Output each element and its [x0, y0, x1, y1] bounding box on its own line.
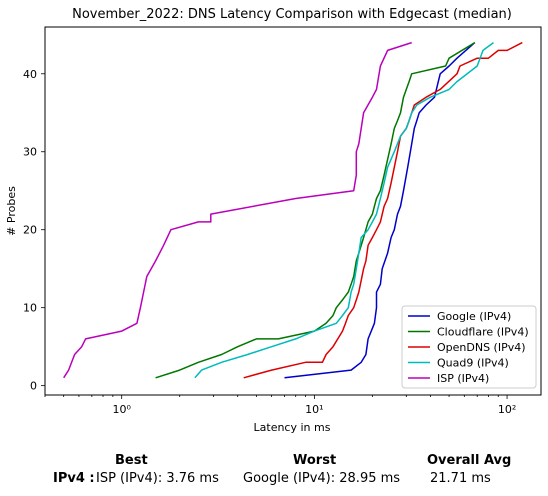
legend-label: Cloudflare (IPv4) [437, 326, 529, 339]
series-line-2 [243, 41, 523, 379]
y-axis-ticks: 0 10 20 30 40 [23, 68, 45, 393]
summary-worst-value: Google (IPv4): 28.95 ms [243, 471, 401, 486]
legend-box [401, 305, 537, 389]
summary-row-label: IPv4 : [53, 471, 95, 486]
summary-worst-header: Worst [293, 453, 337, 468]
chart-title: November_2022: DNS Latency Comparison wi… [72, 7, 512, 22]
y-tick-label: 10 [23, 302, 37, 315]
legend-label: ISP (IPv4) [437, 372, 489, 385]
summary-overall-value: 21.71 ms [430, 471, 491, 486]
legend-label: OpenDNS (IPv4) [437, 341, 526, 354]
summary-panel: Best Worst Overall Avg IPv4 : ISP (IPv4)… [0, 448, 548, 496]
summary-best-header: Best [115, 453, 148, 468]
x-tick-label: 10² [498, 403, 516, 416]
x-axis-ticks: 10⁰ 10¹ 10² [44, 395, 516, 416]
summary-overall-header: Overall Avg [427, 453, 512, 468]
legend-label: Google (IPv4) [437, 310, 511, 323]
latency-chart: November_2022: DNS Latency Comparison wi… [5, 7, 542, 434]
series-line-4 [63, 41, 412, 379]
plot-frame [44, 26, 542, 396]
series-line-1 [155, 41, 476, 379]
plot-series-group [63, 41, 523, 379]
y-tick-label: 30 [23, 146, 37, 159]
legend: Google (IPv4) Cloudflare (IPv4) OpenDNS (I… [401, 305, 537, 389]
summary-best-value: ISP (IPv4): 3.76 ms [96, 471, 219, 486]
x-tick-label: 10⁰ [112, 403, 131, 416]
legend-label: Quad9 (IPv4) [437, 357, 509, 370]
y-tick-label: 40 [23, 68, 37, 81]
y-axis-label: # Probes [5, 186, 18, 236]
y-tick-label: 20 [23, 224, 37, 237]
series-line-3 [194, 41, 494, 379]
y-tick-label: 0 [30, 380, 37, 393]
x-tick-label: 10¹ [305, 403, 323, 416]
x-axis-label: Latency in ms [254, 421, 331, 434]
